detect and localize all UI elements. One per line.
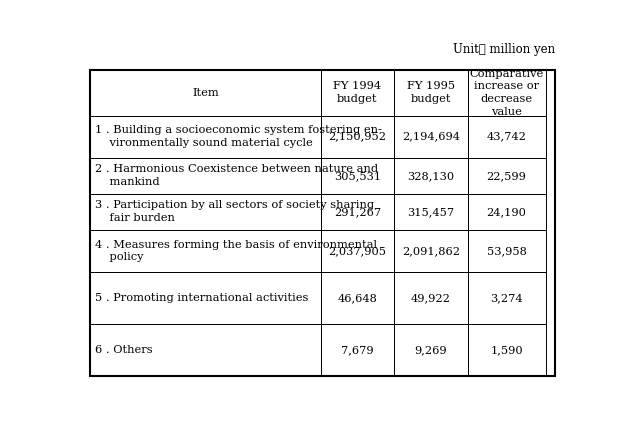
Bar <box>467 194 546 230</box>
Bar <box>467 272 546 324</box>
Bar <box>90 272 321 324</box>
Text: 3,274: 3,274 <box>490 293 523 303</box>
Bar <box>467 324 546 376</box>
Bar <box>394 194 467 230</box>
Text: 49,922: 49,922 <box>411 293 450 303</box>
Text: 53,958: 53,958 <box>486 246 527 256</box>
Text: 22,599: 22,599 <box>486 171 527 181</box>
Text: Comparative
increase or
decrease
value: Comparative increase or decrease value <box>469 69 544 117</box>
Bar <box>394 272 467 324</box>
Bar <box>467 116 546 158</box>
Text: 2,194,694: 2,194,694 <box>402 131 460 141</box>
Bar <box>90 116 321 158</box>
Bar <box>467 70 546 116</box>
Text: 2,037,905: 2,037,905 <box>328 246 386 256</box>
Bar <box>394 116 467 158</box>
Text: 43,742: 43,742 <box>486 131 527 141</box>
Bar <box>321 116 394 158</box>
Text: 24,190: 24,190 <box>486 207 527 217</box>
Text: 9,269: 9,269 <box>415 345 447 355</box>
Text: 2,091,862: 2,091,862 <box>402 246 460 256</box>
Bar <box>90 194 321 230</box>
Bar <box>321 324 394 376</box>
Bar <box>394 230 467 272</box>
Text: FY 1995
budget: FY 1995 budget <box>407 81 455 104</box>
Bar <box>90 70 321 116</box>
Bar <box>394 324 467 376</box>
Text: FY 1994
budget: FY 1994 budget <box>333 81 381 104</box>
Text: 1 . Building a socioeconomic system fostering en-
    vironmentally sound materi: 1 . Building a socioeconomic system fost… <box>95 125 382 148</box>
Text: 328,130: 328,130 <box>407 171 454 181</box>
Text: 46,648: 46,648 <box>337 293 377 303</box>
Bar <box>321 230 394 272</box>
Text: 3 . Participation by all sectors of society sharing
    fair burden: 3 . Participation by all sectors of soci… <box>95 201 374 223</box>
Text: 315,457: 315,457 <box>407 207 454 217</box>
Text: 291,267: 291,267 <box>334 207 381 217</box>
Bar <box>467 230 546 272</box>
Bar <box>90 324 321 376</box>
Bar <box>394 158 467 194</box>
Text: 6 . Others: 6 . Others <box>95 345 152 355</box>
Text: 2 . Harmonious Coexistence between nature and
    mankind: 2 . Harmonious Coexistence between natur… <box>95 164 378 187</box>
Text: 7,679: 7,679 <box>341 345 374 355</box>
Bar <box>90 230 321 272</box>
Bar <box>467 158 546 194</box>
Bar <box>321 70 394 116</box>
Text: Unit： million yen: Unit： million yen <box>454 43 556 57</box>
Bar <box>394 70 467 116</box>
Text: 1,590: 1,590 <box>490 345 523 355</box>
Bar <box>90 158 321 194</box>
Bar <box>321 194 394 230</box>
Text: 4 . Measures forming the basis of environmental
    policy: 4 . Measures forming the basis of enviro… <box>95 240 377 262</box>
Text: Item: Item <box>192 88 219 98</box>
Text: 2,150,952: 2,150,952 <box>328 131 386 141</box>
Text: 5 . Promoting international activities: 5 . Promoting international activities <box>95 293 308 303</box>
Text: 305,531: 305,531 <box>334 171 381 181</box>
Bar <box>321 158 394 194</box>
Bar <box>321 272 394 324</box>
